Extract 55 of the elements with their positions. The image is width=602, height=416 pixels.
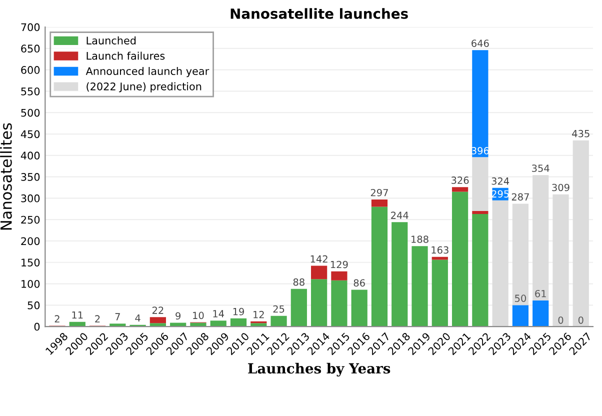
legend-label: (2022 June) prediction xyxy=(86,82,202,92)
total-label: 309 xyxy=(552,184,570,192)
total-label: 326 xyxy=(452,176,469,184)
total-label: 11 xyxy=(72,311,83,319)
total-label: 646 xyxy=(472,40,489,47)
total-label: 188 xyxy=(412,236,428,243)
y-tick-label: 50 xyxy=(28,301,40,310)
total-label: 88 xyxy=(293,278,304,286)
annotation: 0 xyxy=(558,316,564,324)
y-tick-label: 700 xyxy=(21,23,40,32)
total-label: 354 xyxy=(532,164,550,172)
total-label: 22 xyxy=(152,306,164,314)
y-tick-label: 650 xyxy=(21,44,40,53)
data-label: 50 xyxy=(515,294,526,302)
total-label: 435 xyxy=(572,130,590,138)
y-axis-title: Nanosatellites xyxy=(0,123,12,230)
annotation: 0 xyxy=(578,316,584,324)
total-label: 297 xyxy=(370,188,388,196)
legend-label: Launched xyxy=(86,36,136,44)
y-tick-label: 550 xyxy=(21,87,40,96)
y-tick-label: 350 xyxy=(21,173,40,181)
y-tick-label: 100 xyxy=(22,280,40,288)
total-label: 324 xyxy=(492,177,510,185)
total-label: 25 xyxy=(273,305,284,313)
y-tick-label: 200 xyxy=(21,237,40,246)
legend-label: Announced launch year xyxy=(86,66,210,78)
total-label: 14 xyxy=(213,310,224,318)
annotation: 396 xyxy=(472,147,489,154)
total-label: 2 xyxy=(54,315,60,322)
y-tick-label: 400 xyxy=(20,152,40,160)
y-tick-label: 0 xyxy=(34,322,40,331)
y-tick-label: 450 xyxy=(20,130,40,138)
y-tick-label: 300 xyxy=(21,194,40,202)
x-axis-title: Launches by Years xyxy=(248,362,390,376)
total-label: 10 xyxy=(193,312,204,320)
y-tick-label: 250 xyxy=(21,216,40,224)
y-tick-label: 150 xyxy=(22,258,40,266)
total-label: 86 xyxy=(354,279,365,287)
total-label: 12 xyxy=(254,310,264,318)
total-label: 4 xyxy=(135,314,140,322)
total-label: 163 xyxy=(432,246,448,254)
y-tick-label: 500 xyxy=(21,108,40,117)
total-label: 142 xyxy=(310,255,328,262)
annotation: 295 xyxy=(492,190,509,198)
chart-title: Nanosatellite launches xyxy=(230,8,408,19)
y-tick-label: 600 xyxy=(21,66,40,74)
legend-label: Launch failures xyxy=(86,52,165,60)
total-label: 244 xyxy=(391,212,408,219)
total-label: 2 xyxy=(95,315,100,322)
total-label: 19 xyxy=(233,308,244,316)
data-label: 61 xyxy=(535,290,546,298)
total-label: 287 xyxy=(512,193,529,201)
total-label: 129 xyxy=(330,260,348,268)
total-label: 9 xyxy=(176,312,180,320)
total-label: 7 xyxy=(115,313,120,320)
